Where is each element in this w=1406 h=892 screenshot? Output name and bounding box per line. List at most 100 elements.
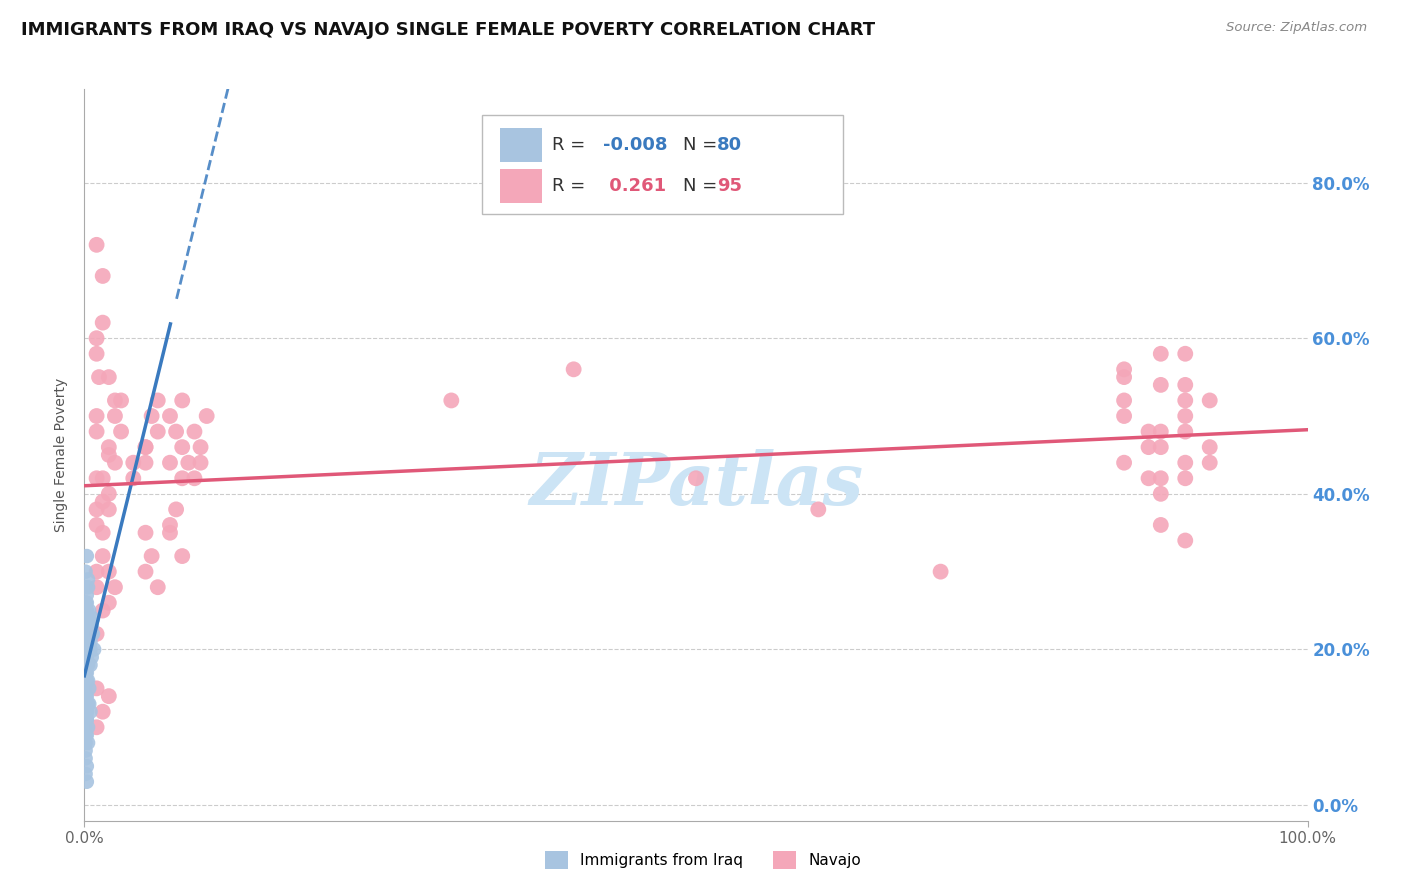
Point: [135, 440, 157, 454]
Point: [75, 751, 97, 765]
Point: [104, 393, 127, 408]
Point: [75, 603, 97, 617]
Point: [97, 689, 120, 703]
Point: [77, 697, 100, 711]
Point: [146, 580, 169, 594]
Y-axis label: Single Female Poverty: Single Female Poverty: [55, 378, 69, 532]
Point: [807, 502, 830, 516]
Point: [75, 728, 97, 742]
Point: [172, 440, 194, 454]
Point: [77, 580, 100, 594]
Point: [75, 736, 97, 750]
Point: [75, 619, 97, 633]
Point: [75, 658, 97, 673]
Point: [104, 409, 127, 423]
Point: [76, 603, 98, 617]
Point: [75, 596, 97, 610]
Point: [97, 487, 120, 501]
Point: [183, 471, 205, 485]
Point: [75, 689, 97, 703]
Point: [76, 642, 98, 657]
Point: [77, 681, 100, 696]
Point: [79, 642, 101, 657]
Point: [75, 650, 97, 665]
Point: [1174, 377, 1197, 392]
Point: [86, 425, 108, 439]
Point: [146, 425, 169, 439]
Point: [86, 627, 108, 641]
Point: [83, 642, 105, 657]
Point: [97, 596, 120, 610]
Point: [87, 370, 110, 384]
Point: [195, 409, 218, 423]
Point: [1174, 425, 1197, 439]
Point: [1150, 471, 1173, 485]
Point: [77, 634, 100, 648]
Point: [75, 697, 97, 711]
Point: [77, 603, 100, 617]
Text: N =: N =: [682, 136, 717, 153]
Point: [1114, 409, 1136, 423]
Point: [135, 565, 157, 579]
Legend: Immigrants from Iraq, Navajo: Immigrants from Iraq, Navajo: [538, 845, 868, 875]
Point: [177, 456, 200, 470]
Point: [91, 494, 114, 508]
Point: [86, 565, 108, 579]
Point: [76, 689, 98, 703]
Point: [172, 393, 194, 408]
Point: [75, 681, 97, 696]
Point: [1150, 487, 1173, 501]
Text: R =: R =: [551, 177, 585, 194]
Point: [76, 713, 98, 727]
Point: [77, 627, 100, 641]
Point: [77, 720, 100, 734]
Point: [165, 502, 187, 516]
Point: [1150, 440, 1173, 454]
Point: [97, 565, 120, 579]
Point: [172, 471, 194, 485]
Point: [76, 549, 98, 563]
Point: [76, 650, 98, 665]
Point: [75, 634, 97, 648]
Point: [1198, 440, 1220, 454]
Point: [76, 634, 98, 648]
Text: N =: N =: [682, 177, 717, 194]
Point: [104, 456, 127, 470]
Point: [75, 767, 97, 781]
Point: [1174, 409, 1197, 423]
Point: [75, 580, 97, 594]
FancyBboxPatch shape: [501, 128, 541, 161]
Point: [562, 362, 585, 376]
Text: ZIPatlas: ZIPatlas: [529, 449, 863, 520]
Point: [165, 425, 187, 439]
Point: [190, 456, 212, 470]
Point: [1114, 456, 1136, 470]
Point: [1137, 425, 1160, 439]
Point: [91, 549, 114, 563]
Point: [76, 658, 98, 673]
Point: [1150, 377, 1173, 392]
Point: [110, 425, 132, 439]
Point: [76, 759, 98, 773]
Point: [76, 665, 98, 680]
Point: [172, 549, 194, 563]
Point: [75, 665, 97, 680]
Point: [76, 650, 98, 665]
Text: Source: ZipAtlas.com: Source: ZipAtlas.com: [1226, 21, 1367, 34]
Text: -0.008: -0.008: [603, 136, 668, 153]
Point: [159, 518, 181, 533]
Point: [440, 393, 463, 408]
Point: [80, 619, 103, 633]
Point: [1174, 533, 1197, 548]
Point: [97, 502, 120, 516]
Point: [77, 697, 100, 711]
Point: [75, 743, 97, 757]
Point: [159, 409, 181, 423]
Text: R =: R =: [551, 136, 585, 153]
Point: [1198, 456, 1220, 470]
Point: [86, 720, 108, 734]
Point: [141, 549, 163, 563]
Point: [79, 705, 101, 719]
FancyBboxPatch shape: [501, 169, 541, 202]
Point: [76, 728, 98, 742]
